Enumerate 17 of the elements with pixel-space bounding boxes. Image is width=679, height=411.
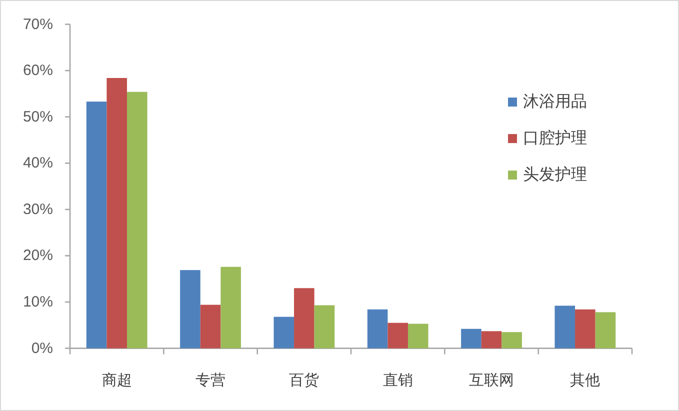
x-tick-label: 商超 <box>102 372 132 389</box>
legend-label: 口腔护理 <box>523 129 587 148</box>
y-tick-label: 70% <box>22 16 53 33</box>
y-tick-label: 30% <box>22 200 53 218</box>
x-tick-label: 互联网 <box>469 372 514 389</box>
legend-label: 头发护理 <box>523 166 587 184</box>
x-tick-label: 专营 <box>196 372 226 389</box>
y-tick-label: 20% <box>22 247 53 264</box>
y-tick-label: 10% <box>22 294 53 311</box>
y-tick-label: 50% <box>22 108 53 126</box>
x-tick-label: 直销 <box>382 372 413 389</box>
y-tick-label: 0% <box>31 340 53 357</box>
x-tick-label: 百货 <box>289 372 320 389</box>
x-tick-label: 其他 <box>570 372 600 389</box>
legend-label: 沐浴用品 <box>523 92 587 111</box>
y-tick-label: 40% <box>22 154 53 172</box>
y-tick-label: 60% <box>22 62 53 80</box>
